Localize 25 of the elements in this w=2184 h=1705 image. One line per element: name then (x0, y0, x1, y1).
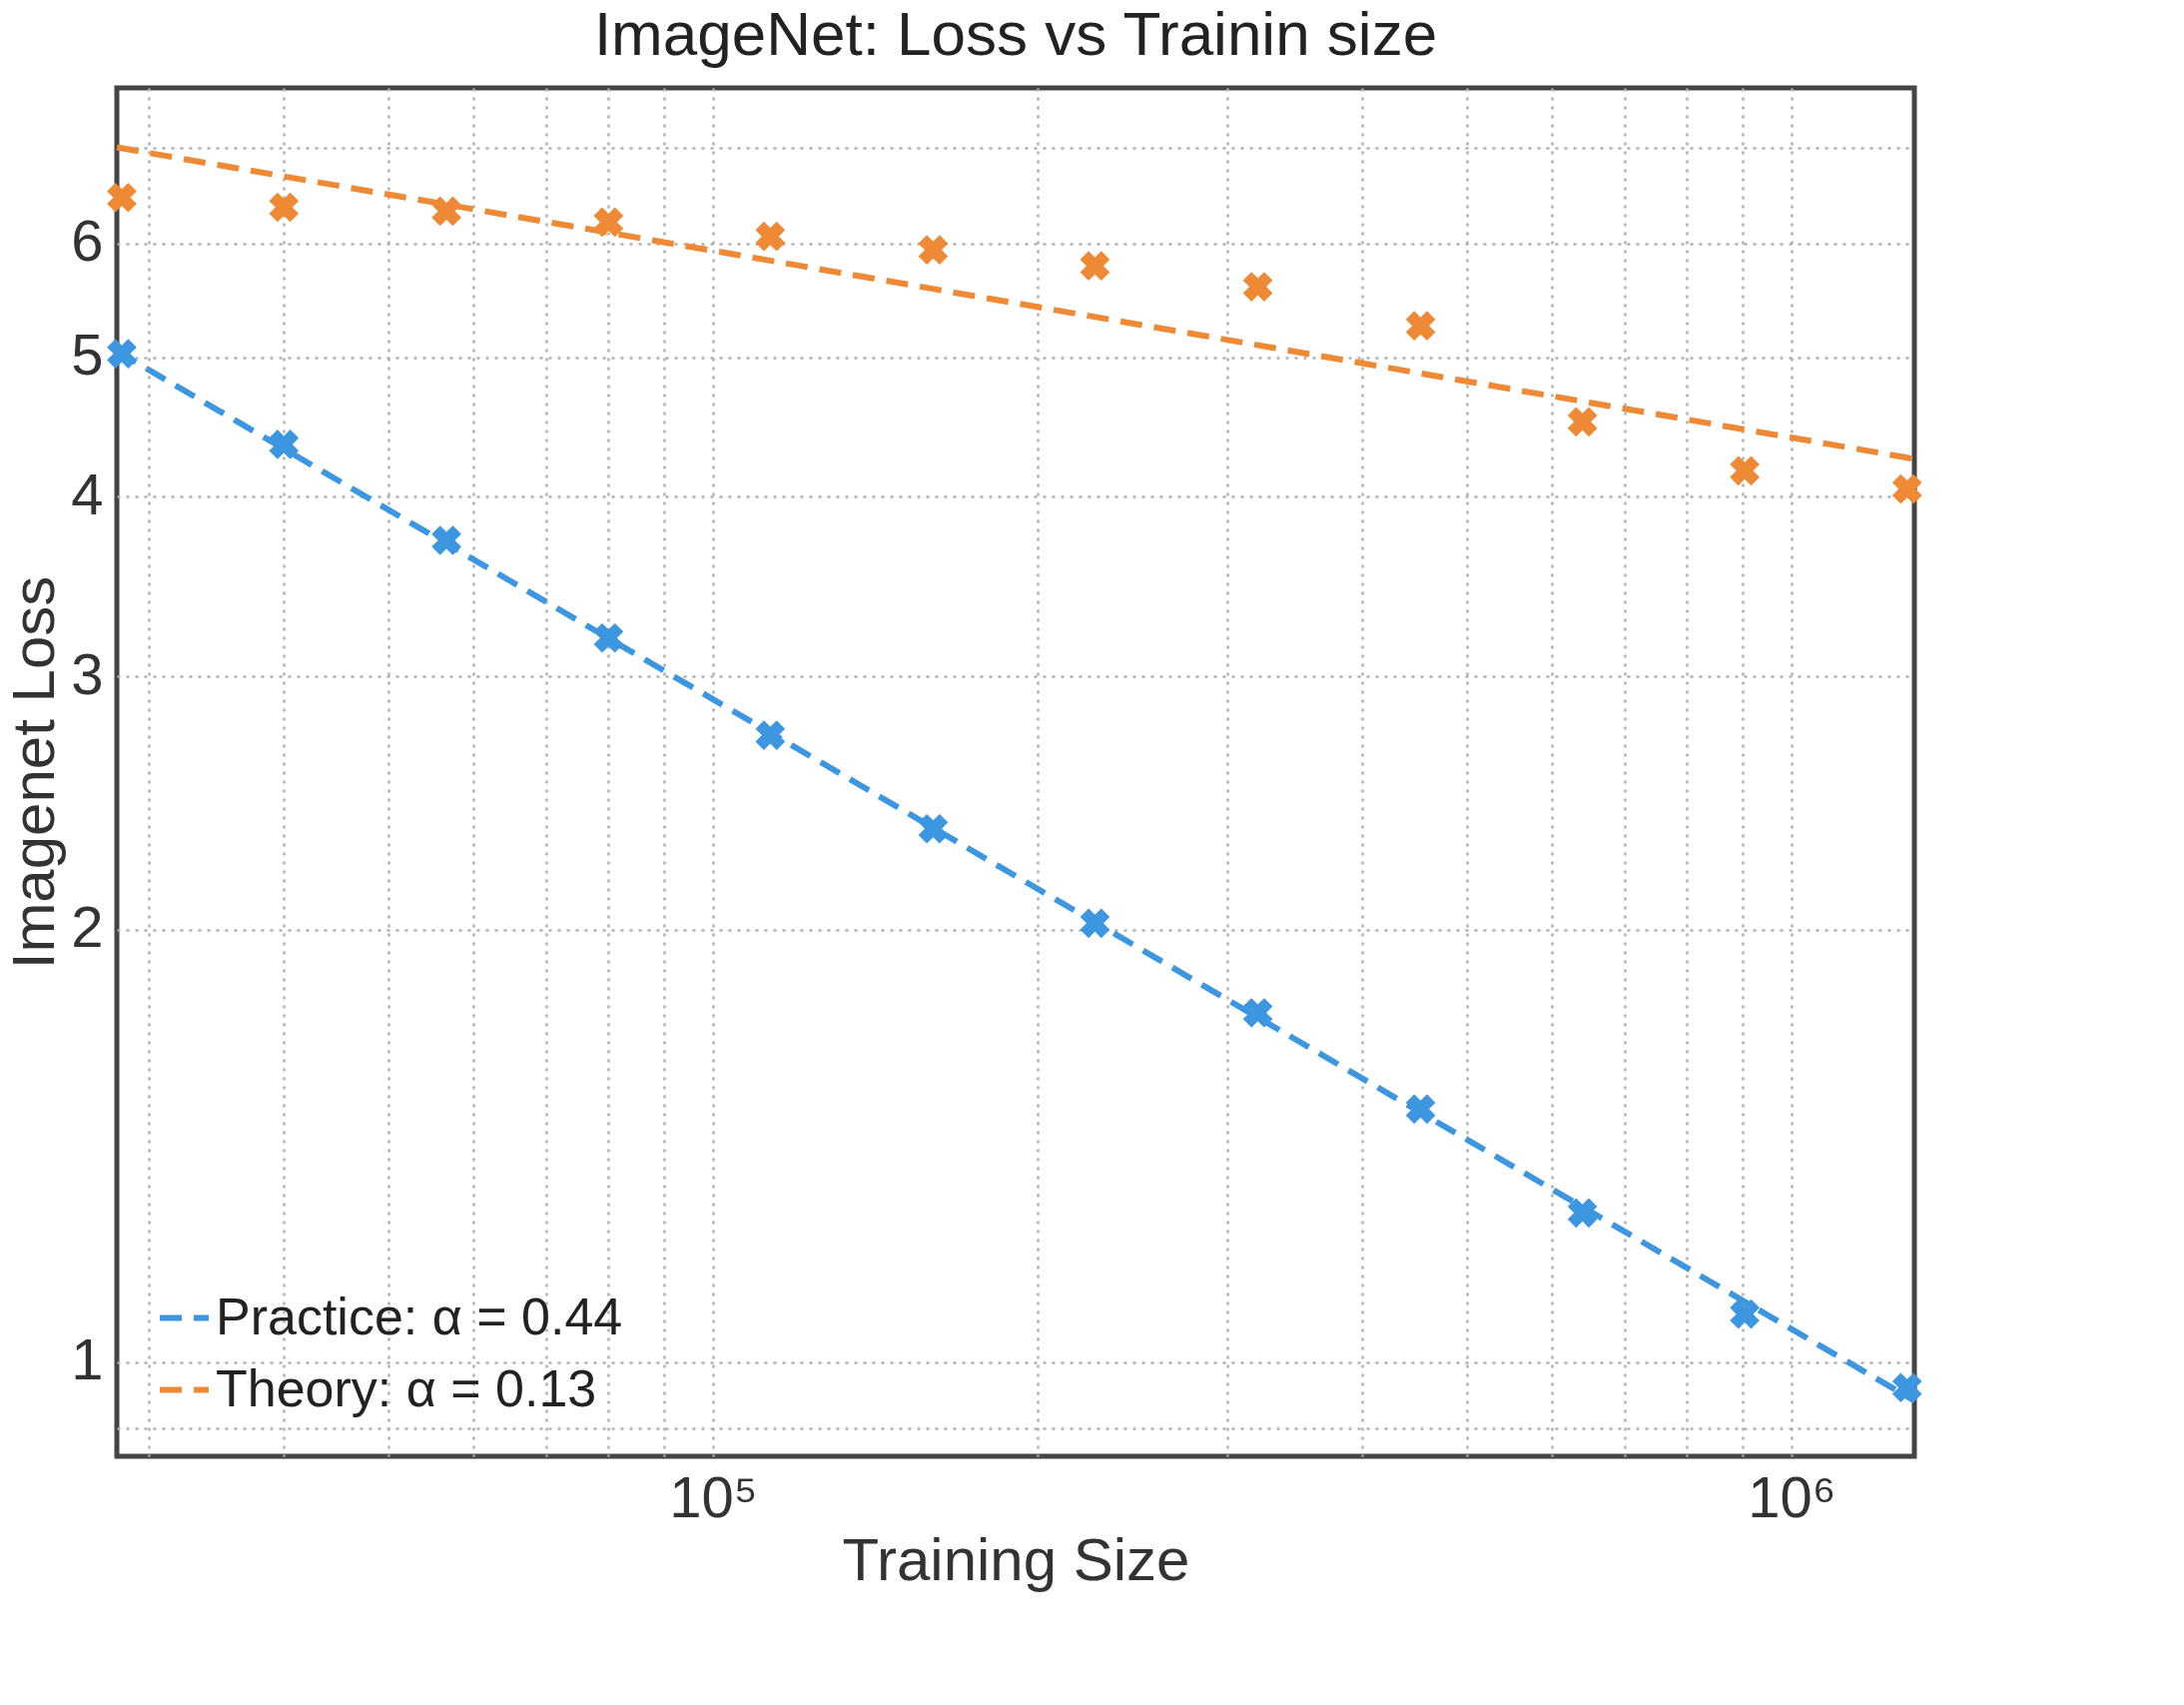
x-tick-label: 10⁵ (669, 1463, 758, 1529)
point (1567, 407, 1598, 437)
point (269, 192, 300, 223)
point (1080, 251, 1110, 282)
point (755, 221, 786, 252)
point (1891, 1372, 1922, 1403)
point (1891, 473, 1922, 504)
x-axis-title: Training Size (842, 1525, 1190, 1593)
chart-title: ImageNet: Loss vs Trainin size (593, 0, 1438, 68)
legend-label: Practice: α = 0.44 (216, 1286, 623, 1345)
y-tick-label: 2 (71, 894, 104, 960)
y-tick-label: 1 (71, 1326, 104, 1392)
point (1405, 311, 1436, 342)
y-tick-label: 5 (71, 322, 104, 388)
point (1242, 272, 1273, 302)
point (918, 235, 949, 266)
x-tick-label: 10⁶ (1748, 1463, 1836, 1529)
y-tick-label: 3 (71, 640, 104, 706)
point (107, 182, 137, 213)
y-axis-title: Imagenet Loss (0, 575, 68, 970)
point (1730, 1298, 1760, 1329)
point (1730, 455, 1760, 486)
legend-label: Theory: α = 0.13 (216, 1358, 597, 1417)
y-tick-label: 6 (71, 208, 104, 274)
y-tick-label: 4 (71, 460, 104, 526)
